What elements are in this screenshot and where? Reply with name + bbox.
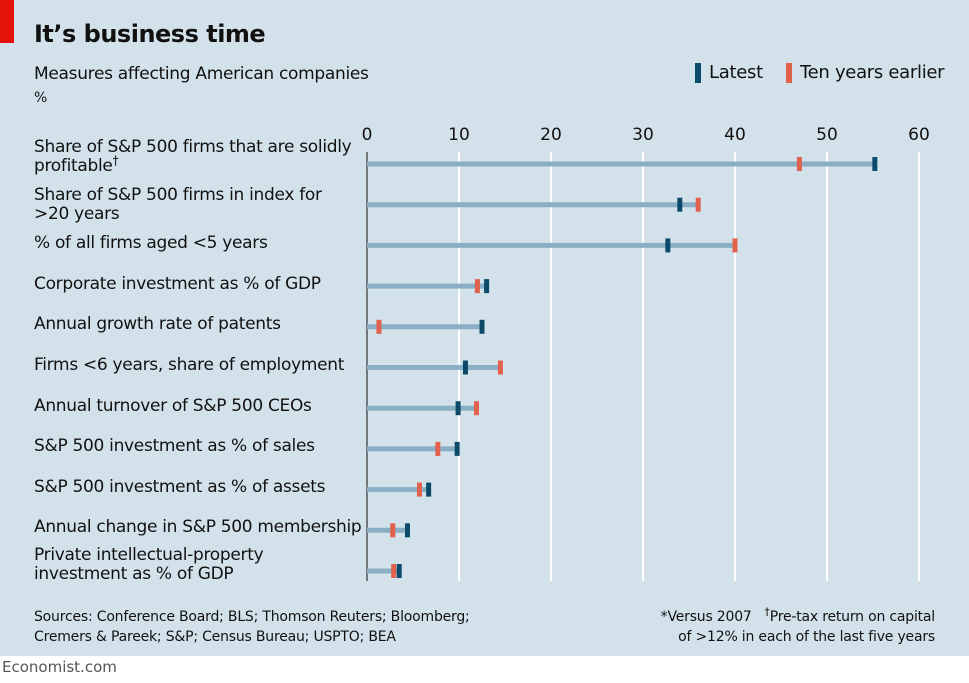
x-tick-label-60: 60 [908,125,930,145]
earlier-marker [376,319,382,334]
latest-marker [396,564,402,578]
row-label-line: Share of S&P 500 firms that are solidly [34,137,352,157]
footer-band [0,656,969,683]
legend-earlier-swatch [786,62,792,83]
row-label-line: >20 years [34,204,120,224]
row-label-line: Private intellectual-property [34,545,264,565]
dagger-mark: † [112,153,119,168]
sources-note: Sources: Conference Board; BLS; Thomson … [34,607,470,647]
footnote-pretax: Pre-tax return on capital [769,609,935,625]
earlier-marker [416,482,422,497]
row-label-line: profitable† [34,154,364,176]
row-label-membership-change: Annual change in S&P 500 membership [34,517,362,537]
latest-marker [404,523,410,538]
earlier-marker [474,279,480,294]
sources-line: Cremers & Pareek; S&P; Census Bureau; US… [34,629,396,645]
row-label-line: investment as % of GDP [34,564,234,584]
footnote-line: of >12% in each of the last five years [678,629,935,645]
x-tick-label-0: 0 [362,125,373,145]
latest-marker [665,238,671,253]
row-label-text: profitable [34,156,113,176]
x-tick-label-20: 20 [540,125,562,145]
earlier-marker [695,197,701,212]
latest-marker [462,360,468,375]
latest-marker [677,197,683,212]
latest-marker [484,279,490,294]
latest-marker [454,441,460,456]
dagger-mark: † [764,605,770,619]
x-tick-label-30: 30 [632,125,654,145]
legend-latest-label: Latest [709,62,763,83]
row-label-firms-aged-5: % of all firms aged <5 years [34,233,268,253]
legend-latest: Latest [695,62,763,83]
row-label-ceo-turnover: Annual turnover of S&P 500 CEOs [34,396,312,416]
x-tick-label-10: 10 [448,125,470,145]
earlier-marker [435,441,441,456]
unit-label: % [34,90,48,106]
sources-line: Sources: Conference Board; BLS; Thomson … [34,609,470,625]
earlier-marker [473,401,479,416]
earlier-marker [732,238,738,253]
row-label-solidly-profitable: Share of S&P 500 firms that are solidly … [34,138,364,176]
chart-title: It’s business time [34,20,266,48]
earlier-marker [497,360,503,375]
row-label-index-20-years: Share of S&P 500 firms in index for >20 … [34,186,364,224]
latest-marker [455,401,461,416]
chart-subtitle: Measures affecting American companies [34,64,369,84]
latest-marker [872,157,878,171]
legend-earlier-label: Ten years earlier [800,62,945,83]
brand-red-tab [0,0,14,43]
legend-ten-years-earlier: Ten years earlier [786,62,945,83]
row-label-young-firms-employment: Firms <6 years, share of employment [34,355,345,375]
row-label-line: Share of S&P 500 firms in index for [34,185,322,205]
latest-marker [479,319,485,334]
footnotes: *Versus 2007 †Pre-tax return on capital … [660,605,936,647]
row-label-patents: Annual growth rate of patents [34,314,281,334]
row-label-investment-sales: S&P 500 investment as % of sales [34,436,315,456]
economist-brand: Economist.com [2,658,117,676]
latest-marker [426,482,432,497]
legend-latest-swatch [695,62,701,83]
x-tick-label-50: 50 [816,125,838,145]
row-label-corporate-investment: Corporate investment as % of GDP [34,274,321,294]
earlier-marker [796,157,802,171]
footnote-line: *Versus 2007 †Pre-tax return on capital [660,605,936,627]
footnote-versus-2007: *Versus 2007 [660,609,752,625]
earlier-marker [390,523,396,538]
x-tick-label-40: 40 [724,125,746,145]
row-label-investment-assets: S&P 500 investment as % of assets [34,477,326,497]
row-label-ip-investment: Private intellectual-property investment… [34,546,364,584]
earlier-marker [391,564,397,578]
